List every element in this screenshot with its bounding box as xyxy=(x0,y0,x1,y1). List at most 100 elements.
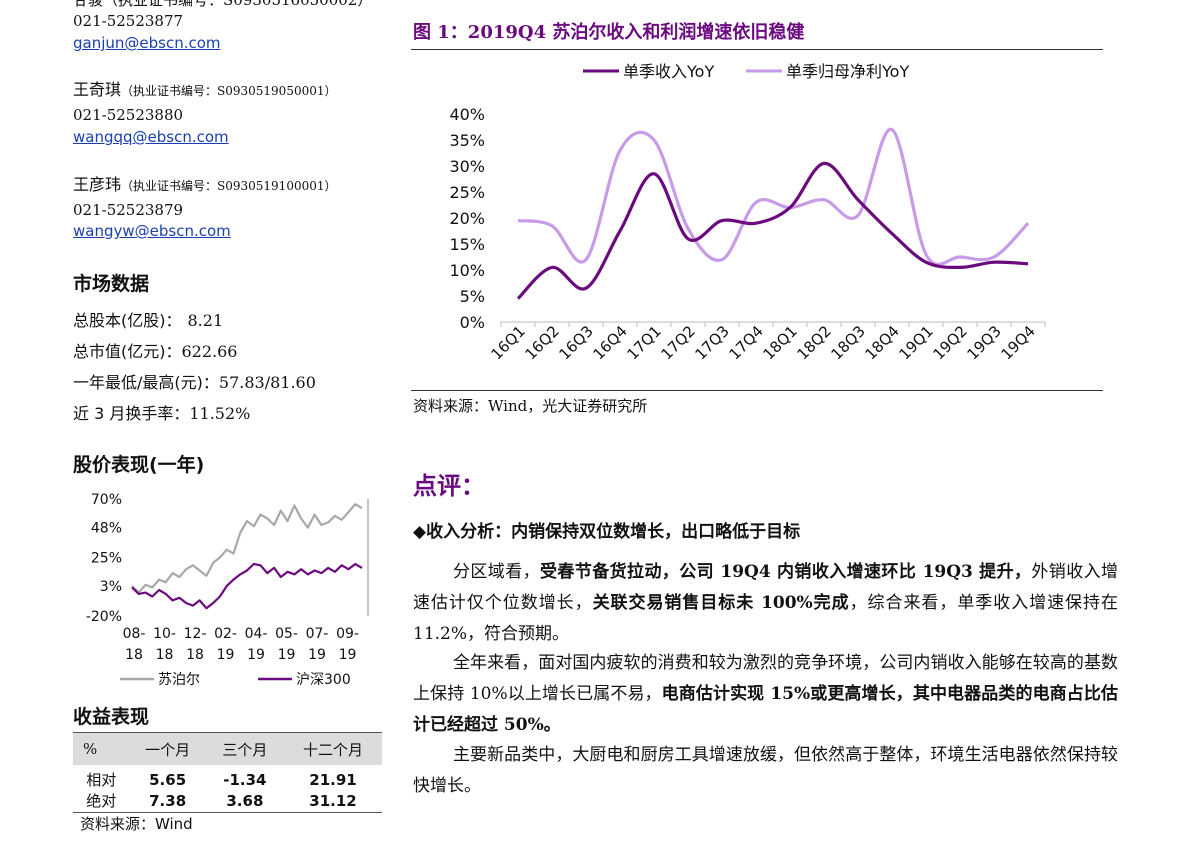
analyst-2-cert: （执业证书编号：S0930519050001） xyxy=(121,84,337,98)
x-tick-label: 19 xyxy=(308,647,326,663)
figure-top-rule xyxy=(411,49,1103,50)
perf-title: 收益表现 xyxy=(73,706,150,728)
figure-source: 资料来源：Wind，光大证券研究所 xyxy=(413,397,648,415)
x-tick-label: 19Q3 xyxy=(964,322,1005,363)
x-tick-label: 18Q3 xyxy=(828,322,869,363)
perf-header-row: % 一个月 三个月 十二个月 xyxy=(73,733,382,765)
x-tick-label: 19Q4 xyxy=(998,322,1039,363)
series-line xyxy=(131,562,363,610)
stock-price-chart: 70% 48% 25% 3% -20%08- 18 10- 18 12- 18 02- 19 04- 19… xyxy=(86,492,369,688)
market-item-range: 一年最低/最高(元)：57.83/81.60 xyxy=(73,373,316,392)
market-item-turnover: 近 3 月换手率：11.52% xyxy=(73,404,251,423)
analyst-3-name: 王彦玮 xyxy=(73,175,122,194)
x-tick-label: 19 xyxy=(217,647,235,663)
analyst-2-phone: 021-52523880 xyxy=(73,106,184,124)
market-item-shares: 总股本(亿股)： 8.21 xyxy=(73,311,224,330)
x-tick-label: 16Q3 xyxy=(556,322,597,363)
perf-cell: 7.38 xyxy=(149,791,187,810)
perf-table-wrap: % 一个月 三个月 十二个月 相对 5.65 -1.34 21.91 绝对 7.… xyxy=(73,732,382,813)
table-row: 相对 5.65 -1.34 21.91 xyxy=(73,765,382,790)
perf-cell: 3.68 xyxy=(226,791,264,810)
analyst-1-name: 甘骏（执业证书编号：S0930516050002） xyxy=(73,0,373,9)
analyst-2-name: 王奇琪 xyxy=(73,80,122,99)
x-tick-label: 12- xyxy=(184,626,207,642)
y-tick-label: 5% xyxy=(460,287,485,306)
y-tick-label: 15% xyxy=(449,235,485,254)
x-tick-label: 17Q3 xyxy=(692,322,733,363)
section-title: ◆收入分析：内销保持双位数增长，出口略低于目标 xyxy=(413,522,801,542)
perf-header-unit: % xyxy=(73,733,130,765)
comment-title: 点评： xyxy=(413,471,485,500)
y-tick-label: 40% xyxy=(449,105,485,124)
perf-table: % 一个月 三个月 十二个月 相对 5.65 -1.34 21.91 绝对 7.… xyxy=(73,733,382,813)
x-tick-label: 08- xyxy=(123,626,146,642)
y-tick-label: 20% xyxy=(449,209,485,228)
x-tick-label: 18 xyxy=(156,647,174,663)
x-tick-label: 10- xyxy=(153,626,176,642)
paragraph-1: 分区域看，受春节备货拉动，公司 19Q4 内销收入增速环比 19Q3 提升，外销… xyxy=(413,562,1119,644)
x-tick-label: 19 xyxy=(339,647,357,663)
x-tick-label: 18Q1 xyxy=(760,322,801,363)
x-tick-label: 17Q2 xyxy=(658,322,699,363)
y-tick-label: 35% xyxy=(449,131,485,150)
series-line xyxy=(131,503,363,594)
legend-label: 沪深300 xyxy=(296,672,351,688)
y-tick-label: 25% xyxy=(91,551,122,567)
x-tick-label: 18Q4 xyxy=(862,322,903,363)
perf-cell: 5.65 xyxy=(149,770,187,789)
revenue-profit-chart: 单季收入YoY 单季归母净利YoY 0% 5% 10% 15% 20% 25% 30% 35% 40… xyxy=(449,62,1046,363)
x-tick-label: 19Q1 xyxy=(896,322,937,363)
analyst-3-phone: 021-52523879 xyxy=(73,201,184,219)
x-tick-label: 19Q2 xyxy=(930,322,971,363)
y-tick-label: 25% xyxy=(449,183,485,202)
x-tick-label: 18 xyxy=(186,647,204,663)
legend-label: 单季收入YoY xyxy=(623,62,714,81)
analyst-2: 王奇琪（执业证书编号：S0930519050001） xyxy=(73,80,337,101)
x-tick-label: 16Q2 xyxy=(522,322,563,363)
analyst-2-email[interactable]: wangqq@ebscn.com xyxy=(73,128,229,146)
series-line xyxy=(516,161,1029,300)
y-tick-label: 30% xyxy=(449,157,485,176)
x-tick-label: 07- xyxy=(306,626,329,642)
paragraph-2: 全年来看，面对国内疲软的消费和较为激烈的竞争环境，公司内销收入能够在较高的基数上… xyxy=(413,653,1118,735)
legend-label: 苏泊尔 xyxy=(158,672,200,688)
figure-bottom-rule xyxy=(411,390,1103,391)
analyst-1-email[interactable]: ganjun@ebscn.com xyxy=(73,34,221,52)
analyst-3-cert: （执业证书编号：S0930519100001） xyxy=(121,179,337,193)
x-tick-label: 16Q4 xyxy=(590,322,631,363)
y-tick-label: 70% xyxy=(91,492,122,508)
analyst-3-email[interactable]: wangyw@ebscn.com xyxy=(73,222,231,240)
perf-source: 资料来源：Wind xyxy=(80,815,193,833)
perf-row-label: 相对 xyxy=(86,771,117,789)
table-row: 绝对 7.38 3.68 31.12 xyxy=(73,790,382,812)
y-tick-label: 10% xyxy=(449,261,485,280)
figure-title: 图 1：2019Q4 苏泊尔收入和利润增速依旧稳健 xyxy=(413,22,805,43)
analyst-3: 王彦玮（执业证书编号：S0930519100001） xyxy=(73,175,337,196)
market-data-title: 市场数据 xyxy=(73,273,150,295)
x-tick-label: 02- xyxy=(214,626,237,642)
y-tick-label: 48% xyxy=(91,521,122,537)
stock-chart-title: 股价表现(一年) xyxy=(73,454,205,476)
perf-header-12m: 十二个月 xyxy=(284,733,382,765)
x-tick-label: 18Q2 xyxy=(794,322,835,363)
x-tick-label: 04- xyxy=(245,626,268,642)
x-tick-label: 09- xyxy=(336,626,359,642)
perf-header-3m: 三个月 xyxy=(205,733,285,765)
x-tick-label: 17Q4 xyxy=(726,322,767,363)
y-tick-label: -20% xyxy=(86,609,122,625)
x-tick-label: 19 xyxy=(278,647,296,663)
analyst-1-phone: 021-52523877 xyxy=(73,12,184,30)
perf-header-1m: 一个月 xyxy=(129,733,206,765)
legend-label: 单季归母净利YoY xyxy=(786,62,909,81)
y-tick-label: 0% xyxy=(460,313,485,332)
x-tick-label: 16Q1 xyxy=(488,322,529,363)
market-data-list: 总股本(亿股)： 8.21 总市值(亿元)：622.66 一年最低/最高(元)：5… xyxy=(73,305,316,429)
x-tick-label: 05- xyxy=(275,626,298,642)
market-item-cap: 总市值(亿元)：622.66 xyxy=(73,342,238,361)
paragraph-3: 主要新品类中，大厨电和厨房工具增速放缓，但依然高于整体，环境生活电器依然保持较快… xyxy=(413,745,1118,796)
series-line xyxy=(517,127,1030,267)
x-tick-label: 18 xyxy=(125,647,143,663)
x-tick-label: 17Q1 xyxy=(624,322,665,363)
perf-row-label: 绝对 xyxy=(86,792,117,811)
x-tick-label: 19 xyxy=(247,647,265,663)
